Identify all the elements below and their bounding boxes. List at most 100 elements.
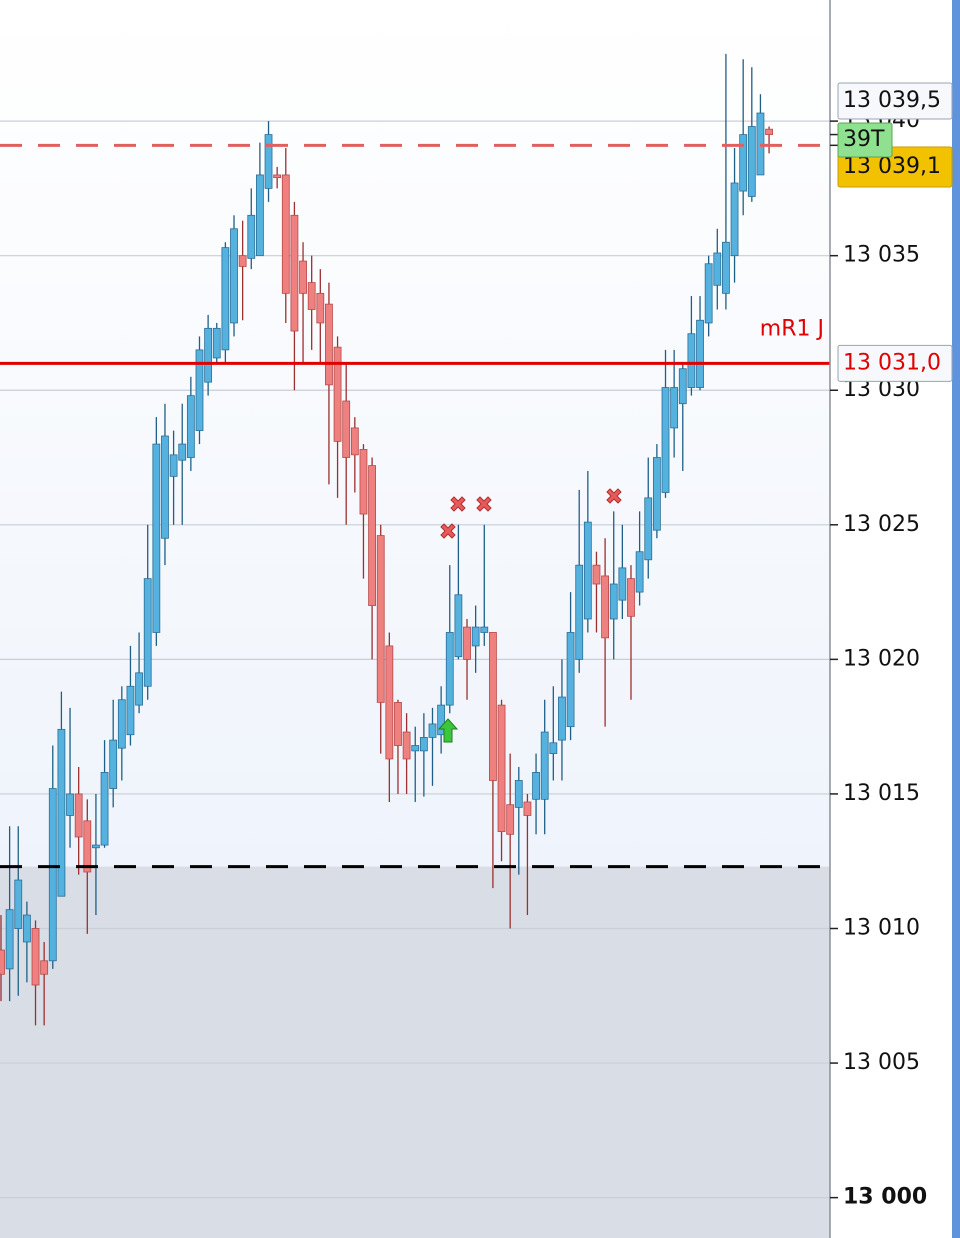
candle-body: [40, 960, 49, 975]
candle-body: [186, 395, 195, 458]
candle-body: [592, 564, 601, 585]
candle-body: [273, 174, 282, 179]
candle-body: [152, 443, 161, 633]
candle-body: [221, 247, 230, 351]
candle-body: [126, 685, 135, 736]
candle-body: [739, 134, 748, 192]
y-tick-label: 13 015: [843, 781, 920, 806]
candle-body: [489, 632, 497, 781]
candle-body: [540, 731, 549, 800]
candle-body: [696, 319, 704, 388]
candle-body: [117, 699, 126, 749]
last-price-label-box: [837, 82, 953, 120]
y-tick-label: 13 025: [843, 512, 920, 537]
y-tick-label: 13 035: [843, 243, 920, 268]
candle-body: [109, 739, 118, 789]
sell-signal: [440, 523, 456, 539]
candle-body: [0, 949, 5, 975]
level-label: 13 031,0: [843, 350, 941, 375]
candle-body: [411, 745, 420, 752]
candle-body: [644, 497, 653, 561]
candle-body: [100, 772, 109, 846]
sell-signal: [476, 496, 492, 512]
candle-body: [281, 174, 290, 294]
candles-layer: [0, 53, 773, 1026]
candle-body: [575, 564, 584, 660]
candle-body: [74, 793, 83, 838]
candle-body: [713, 252, 722, 286]
candle-body: [230, 228, 238, 324]
candle-body: [394, 702, 402, 746]
y-tick-label: 13 020: [843, 646, 920, 671]
candle-body: [480, 626, 489, 633]
candle-body: [307, 282, 316, 310]
candle-body: [523, 801, 532, 816]
axis-layer: 13 000 13 005 13 010 13 015 13 020 13 025 13 0…: [830, 108, 927, 1210]
candle-body: [92, 844, 100, 849]
y-tick-label: 13 000: [843, 1185, 927, 1210]
candle-body: [419, 737, 428, 752]
candle-body: [583, 521, 592, 620]
candle-body: [83, 820, 92, 873]
axis-background: [830, 0, 952, 1238]
candle-body: [290, 214, 299, 332]
candle-body: [169, 454, 178, 477]
candle-body: [247, 214, 256, 259]
candle-body: [532, 772, 540, 800]
candle-body: [5, 909, 14, 970]
candle-body: [342, 400, 351, 458]
countdown-label: 39T: [843, 127, 885, 152]
candle-body: [368, 465, 376, 606]
candle-body: [747, 126, 756, 197]
candle-body: [471, 626, 480, 647]
last-price-label: 13 039,5: [843, 88, 941, 113]
y-tick-label: 13 005: [843, 1050, 920, 1075]
sell-signal: [450, 496, 466, 512]
candle-body: [135, 672, 143, 706]
candle-body: [497, 704, 506, 833]
candle-body: [255, 174, 264, 257]
candle-body: [506, 804, 515, 835]
shaded-zone: [0, 866, 830, 1238]
levels-layer: mR1 J: [0, 143, 830, 869]
candle-body: [463, 626, 471, 660]
side-bar: [952, 0, 960, 1238]
candle-body: [204, 327, 213, 383]
candle-body: [687, 333, 696, 388]
candle-body: [22, 914, 31, 943]
candle-body: [402, 731, 411, 760]
candle-body: [652, 457, 661, 531]
candle-body: [195, 349, 204, 432]
countdown-label-box: [837, 122, 893, 158]
candle-body: [454, 594, 463, 658]
candle-body: [66, 793, 74, 816]
candle-body: [549, 742, 558, 754]
candle-body: [325, 303, 333, 386]
level-label-box: [837, 344, 953, 382]
candle-body: [635, 551, 644, 593]
candle-body: [445, 632, 454, 706]
candle-body: [57, 728, 66, 897]
candle-body: [627, 578, 635, 617]
candle-body: [678, 368, 687, 405]
candle-body: [299, 260, 307, 294]
candle-body: [238, 255, 247, 267]
candle-body: [601, 575, 609, 639]
candle-body: [264, 134, 273, 189]
candle-body: [566, 632, 575, 728]
sell-signal: [606, 488, 622, 504]
candle-body: [437, 704, 446, 736]
candle-body: [161, 435, 169, 539]
candle-body: [765, 128, 773, 135]
candle-body: [143, 578, 152, 687]
y-tick-label: 13 010: [843, 916, 920, 941]
candle-body: [670, 387, 679, 429]
buy-signal: [437, 718, 459, 743]
candle-body: [14, 879, 23, 929]
candle-body: [316, 292, 325, 324]
candle-body: [704, 263, 713, 324]
candle-body: [618, 567, 627, 601]
